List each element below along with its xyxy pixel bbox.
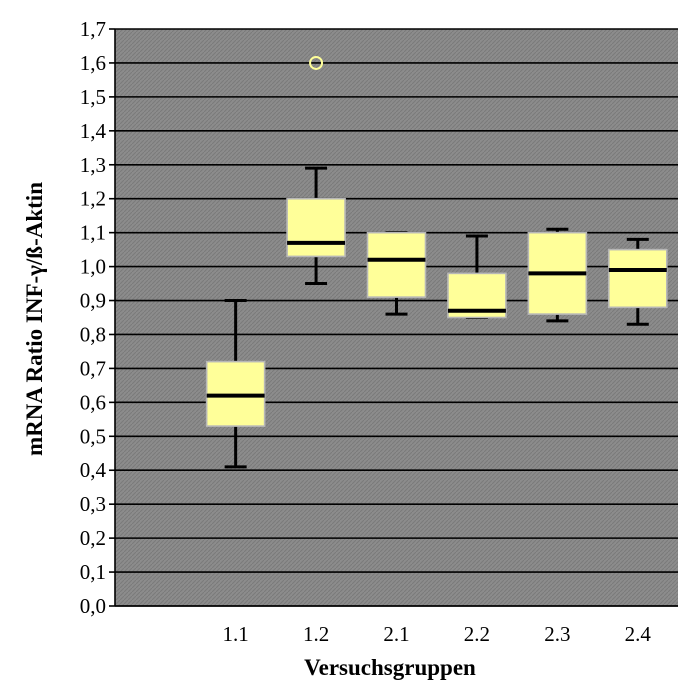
y-tick-label: 1,4: [80, 119, 107, 143]
outlier-point: [309, 55, 324, 70]
y-tick-label: 0,8: [80, 322, 106, 346]
box-iqr: [607, 248, 668, 309]
box-1-2: [286, 55, 346, 286]
y-tick-label: 0,5: [80, 424, 106, 448]
y-axis-title: mRNA Ratio INF-γ/ß-Aktin: [22, 182, 47, 456]
y-tick-label: 1,3: [80, 153, 106, 177]
y-tick-label: 0,1: [80, 560, 106, 584]
y-tick-label: 0,2: [80, 526, 106, 550]
box-iqr: [366, 231, 427, 298]
x-tick-label: 2.3: [544, 622, 570, 646]
box-2-1: [366, 231, 427, 316]
x-axis-title: Versuchsgruppen: [304, 655, 476, 680]
y-tick-label: 0,0: [80, 594, 106, 618]
y-tick-label: 1,7: [80, 17, 106, 41]
x-tick-label: 2.2: [464, 622, 490, 646]
y-tick-label: 1,2: [80, 187, 106, 211]
x-tick-label: 1.1: [223, 622, 249, 646]
x-tick-label: 2.4: [625, 622, 652, 646]
y-tick-label: 1,0: [80, 255, 106, 279]
y-tick-label: 1,1: [80, 221, 106, 245]
y-tick-label: 1,6: [80, 51, 106, 75]
plot-area: [115, 29, 678, 606]
y-tick-label: 0,4: [80, 458, 107, 482]
box-2-3: [527, 227, 588, 323]
y-tick-label: 0,6: [80, 390, 106, 414]
y-tick-label: 1,5: [80, 85, 106, 109]
box-1-1: [205, 299, 266, 469]
box-iqr: [286, 197, 346, 258]
box-2-4: [607, 237, 668, 326]
x-tick-label: 2.1: [383, 622, 409, 646]
box-2-2: [447, 234, 507, 319]
y-tick-label: 0,7: [80, 356, 106, 380]
y-tick-label: 0,3: [80, 492, 106, 516]
y-tick-label: 0,9: [80, 289, 106, 313]
x-tick-label: 1.2: [303, 622, 329, 646]
